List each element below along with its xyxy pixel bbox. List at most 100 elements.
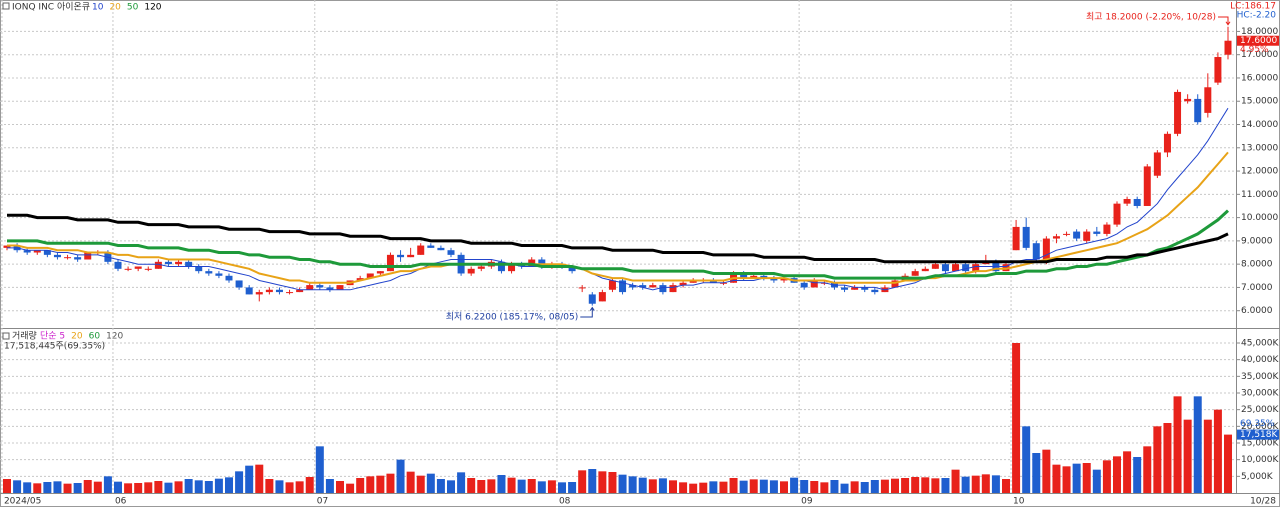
candle-body bbox=[386, 254, 394, 272]
volume-bar bbox=[73, 483, 82, 493]
candle-body bbox=[1052, 236, 1060, 239]
volume-bar bbox=[487, 479, 496, 493]
volume-bar bbox=[547, 480, 556, 493]
volume-bar bbox=[729, 478, 738, 493]
ma-legend-item: 10 bbox=[92, 3, 104, 13]
y-tick-label: 7.0000 bbox=[1241, 283, 1273, 293]
volume-bar bbox=[235, 471, 244, 493]
high-arrow bbox=[1218, 16, 1231, 26]
volume-bar bbox=[739, 480, 748, 493]
candle-body bbox=[467, 268, 475, 274]
volume-bar bbox=[971, 475, 980, 493]
volume-bar bbox=[618, 474, 627, 493]
volume-bar bbox=[225, 477, 233, 493]
volume-bar bbox=[154, 481, 163, 493]
candle-body bbox=[1073, 231, 1081, 239]
volume-bar bbox=[719, 481, 728, 493]
candle-body bbox=[568, 266, 576, 272]
last-volume-change: 69.35% bbox=[1240, 419, 1275, 429]
candle-body bbox=[275, 289, 283, 293]
candle-body bbox=[588, 294, 596, 304]
volume-title: 거래량 bbox=[12, 330, 37, 342]
volume-bar bbox=[457, 472, 466, 493]
candle-body bbox=[296, 289, 304, 293]
y-tick-label: 14.0000 bbox=[1241, 120, 1278, 130]
volume-bar bbox=[769, 480, 778, 493]
ma-legend-item: 50 bbox=[127, 3, 139, 13]
low-arrow bbox=[580, 306, 595, 318]
volume-bar bbox=[134, 483, 143, 493]
volume-bar bbox=[638, 477, 647, 493]
volume-bar bbox=[820, 482, 829, 493]
volume-bar bbox=[416, 475, 425, 493]
lc-label: LC:186.17 bbox=[1230, 2, 1276, 12]
candle-body bbox=[1012, 226, 1020, 251]
candle-body bbox=[84, 252, 92, 260]
candle-body bbox=[598, 292, 606, 302]
candle-body bbox=[326, 287, 334, 290]
candle-body bbox=[164, 261, 172, 265]
x-tick-label: 06 bbox=[115, 497, 127, 507]
volume-bar bbox=[103, 476, 112, 493]
candle-body bbox=[3, 245, 11, 248]
volume-bar bbox=[275, 480, 284, 493]
volume-bar bbox=[981, 474, 990, 493]
y-tick-label: 11.0000 bbox=[1241, 190, 1278, 200]
y-tick-label: 18.0000 bbox=[1241, 27, 1278, 37]
x-tick-label: 09 bbox=[801, 497, 813, 507]
volume-bar bbox=[951, 469, 960, 493]
candle-body bbox=[33, 250, 41, 253]
last-price-box bbox=[1237, 35, 1279, 46]
candle-body bbox=[154, 261, 162, 269]
y-tick-label: 6.0000 bbox=[1241, 306, 1273, 316]
candle-body bbox=[144, 268, 152, 270]
candle-body bbox=[1163, 133, 1171, 153]
candle-body bbox=[931, 264, 939, 269]
candle-body bbox=[114, 261, 122, 269]
candle-body bbox=[53, 254, 61, 258]
volume-bar bbox=[477, 480, 486, 493]
volume-bar bbox=[295, 481, 304, 493]
volume-bar bbox=[1052, 464, 1061, 493]
x-tick-label: 08 bbox=[559, 497, 571, 507]
candle-body bbox=[1184, 98, 1192, 102]
volume-tick-label: 20,000K bbox=[1241, 422, 1279, 432]
volume-bar bbox=[1082, 463, 1091, 493]
volume-bar bbox=[1183, 419, 1192, 493]
candle-body bbox=[1002, 264, 1010, 272]
candle-body bbox=[1103, 224, 1111, 234]
x-tick-label: 10 bbox=[1013, 497, 1025, 507]
volume-bar bbox=[305, 477, 314, 493]
chart-title: IONQ INC 아이온큐 bbox=[12, 2, 90, 13]
candle-body bbox=[286, 292, 294, 294]
candle-body bbox=[709, 280, 717, 283]
volume-bar bbox=[1193, 396, 1202, 493]
candle-body bbox=[911, 271, 919, 276]
volume-bar bbox=[497, 475, 506, 493]
moving-average-line bbox=[7, 107, 1229, 291]
candle-body bbox=[245, 287, 253, 295]
volume-bar bbox=[93, 481, 102, 493]
candle-body bbox=[124, 268, 132, 270]
candle-body bbox=[1153, 152, 1161, 176]
y-tick-label: 15.0000 bbox=[1241, 97, 1278, 107]
candle-body bbox=[1093, 231, 1101, 234]
volume-tick-label: 5,000K bbox=[1241, 472, 1274, 482]
candle-body bbox=[1063, 233, 1071, 235]
volume-bar bbox=[800, 480, 809, 493]
volume-bar bbox=[1203, 419, 1212, 493]
candle-body bbox=[619, 280, 627, 293]
volume-ma-legend-item: 60 bbox=[89, 332, 101, 342]
candle-body bbox=[770, 278, 778, 281]
volume-bar bbox=[759, 479, 768, 493]
volume-bar bbox=[245, 465, 254, 493]
candle-body bbox=[1123, 198, 1131, 204]
volume-bar bbox=[1002, 479, 1010, 493]
volume-bar bbox=[255, 464, 264, 493]
candle-body bbox=[225, 275, 233, 281]
hc-label: HC:-2.20 bbox=[1237, 11, 1277, 21]
last-price-label: 17.6000 bbox=[1240, 36, 1277, 46]
volume-bar bbox=[1062, 466, 1071, 493]
